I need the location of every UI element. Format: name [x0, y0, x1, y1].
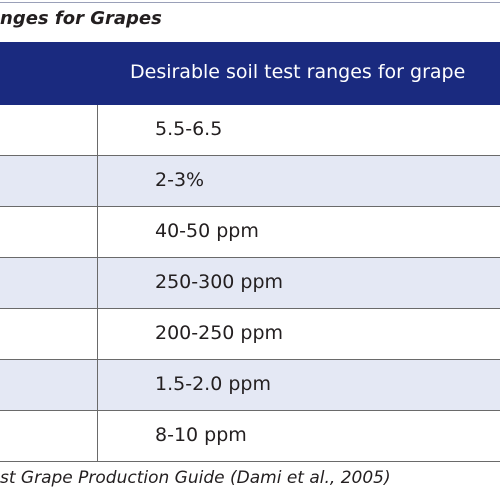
table-header: Desirable soil test ranges for grape	[0, 42, 500, 105]
table-cell: 2-3%	[155, 169, 205, 191]
table-cell: 200-250 ppm	[155, 322, 284, 344]
table-cell: 250-300 ppm	[155, 271, 284, 293]
table-row: 40-50 ppm	[0, 207, 500, 258]
table-title: nges for Grapes	[0, 8, 162, 29]
table-row: 8-10 ppm	[0, 411, 500, 462]
header-cell: Desirable soil test ranges for grape	[130, 61, 466, 83]
table-cell: 5.5-6.5	[155, 118, 223, 140]
top-rule	[0, 2, 500, 3]
column-divider	[97, 105, 98, 461]
table-row: 1.5-2.0 ppm	[0, 360, 500, 411]
table-row: 2-3%	[0, 156, 500, 207]
table-cell: 8-10 ppm	[155, 424, 247, 446]
table-cell: 1.5-2.0 ppm	[155, 373, 271, 395]
table-row: 200-250 ppm	[0, 309, 500, 360]
table-cell: 40-50 ppm	[155, 220, 259, 242]
table-footer: st Grape Production Guide (Dami et al., …	[0, 468, 391, 488]
table-row: 5.5-6.5	[0, 105, 500, 156]
table-row: 250-300 ppm	[0, 258, 500, 309]
